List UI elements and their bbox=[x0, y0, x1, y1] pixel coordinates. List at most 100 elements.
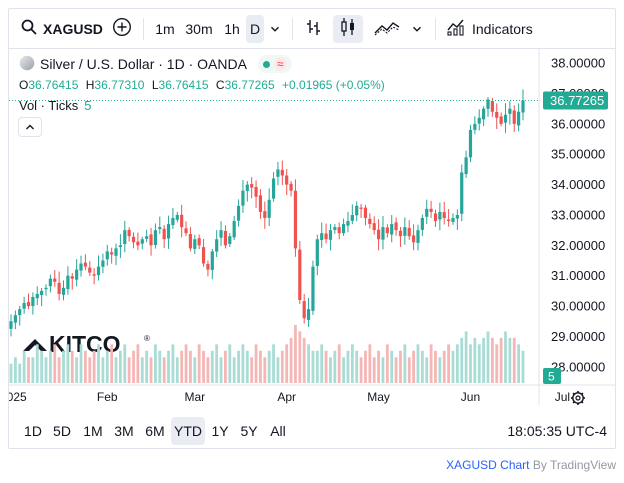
range-1y[interactable]: 1Y bbox=[211, 423, 229, 439]
candle-body bbox=[48, 278, 52, 287]
candle bbox=[394, 217, 398, 236]
volume-bar bbox=[355, 350, 359, 383]
volume-bar bbox=[364, 350, 367, 383]
interval-1m[interactable]: 1m bbox=[155, 20, 175, 37]
candle bbox=[482, 106, 486, 127]
y-tick-label: 31.00000 bbox=[551, 268, 605, 283]
chart-clock[interactable]: 18:05:35 UTC-4 bbox=[507, 423, 607, 439]
x-tick-label: Apr bbox=[277, 390, 296, 404]
candle-body bbox=[184, 228, 188, 234]
volume-bar bbox=[499, 337, 503, 383]
candle-body bbox=[241, 190, 245, 206]
volume-bar bbox=[219, 357, 223, 383]
candle bbox=[320, 222, 324, 248]
interval-d[interactable]: D bbox=[246, 14, 264, 43]
interval-30m[interactable]: 30m bbox=[185, 20, 213, 37]
settings-gear-icon[interactable] bbox=[571, 391, 585, 405]
interval-1h[interactable]: 1h bbox=[224, 20, 240, 37]
candle bbox=[355, 201, 359, 222]
legend-volume: Vol · Ticks 5 bbox=[19, 98, 385, 113]
volume-bar bbox=[27, 357, 30, 383]
legend-ohlc: O36.76415 H36.77310 L36.76415 C36.77265 … bbox=[19, 78, 385, 92]
range-3m[interactable]: 3M bbox=[114, 423, 134, 439]
candle-body bbox=[254, 186, 258, 197]
volume-bar bbox=[285, 344, 289, 383]
candle bbox=[503, 103, 508, 133]
volume-bar bbox=[232, 357, 236, 383]
volume-bar bbox=[31, 357, 35, 383]
x-tick-label: Jul bbox=[555, 390, 570, 404]
candle-body bbox=[486, 99, 490, 109]
candle-body bbox=[390, 224, 394, 235]
volume-bar bbox=[180, 350, 184, 383]
candle-body bbox=[123, 230, 127, 245]
range-5d[interactable]: 5D bbox=[53, 423, 71, 439]
volume-bar bbox=[280, 350, 284, 383]
candle bbox=[53, 269, 57, 287]
indicators-button[interactable]: Indicators bbox=[442, 15, 537, 43]
range-ytd[interactable]: YTD bbox=[171, 417, 205, 445]
candle-body bbox=[337, 227, 341, 234]
candles-button[interactable] bbox=[333, 14, 363, 43]
toolbar-divider bbox=[435, 17, 436, 40]
candle-body bbox=[398, 230, 403, 237]
price-chart[interactable]: KITCO®38.0000037.0000036.0000035.0000034… bbox=[9, 49, 616, 413]
volume-bar bbox=[62, 350, 65, 383]
candle bbox=[18, 305, 22, 326]
candle-body bbox=[75, 269, 79, 280]
delayed-data-icon: ≈ bbox=[273, 57, 287, 71]
branding-by: By TradingView bbox=[532, 458, 616, 472]
symbol-search[interactable]: XAGUSD bbox=[9, 19, 107, 38]
candle-body bbox=[180, 214, 184, 228]
candle bbox=[276, 161, 280, 186]
tradingview-branding[interactable]: XAGUSD Chart By TradingView bbox=[446, 458, 616, 472]
volume-bar bbox=[359, 357, 363, 383]
range-all[interactable]: All bbox=[270, 423, 286, 439]
chevron-down-icon bbox=[270, 21, 280, 37]
range-1d[interactable]: 1D bbox=[24, 423, 42, 439]
volume-bar bbox=[154, 344, 157, 383]
y-tick-label: 30.00000 bbox=[551, 299, 605, 314]
interval-dropdown[interactable] bbox=[264, 15, 286, 43]
range-1m[interactable]: 1M bbox=[83, 423, 103, 439]
candle bbox=[508, 101, 512, 125]
candle bbox=[206, 260, 210, 277]
candle bbox=[385, 224, 389, 238]
candle-body bbox=[368, 218, 372, 225]
compare-button[interactable] bbox=[107, 15, 137, 43]
candle-body bbox=[57, 282, 61, 294]
bar-type-button[interactable] bbox=[299, 15, 329, 43]
volume-bar bbox=[381, 357, 385, 383]
candle bbox=[254, 180, 258, 208]
candle-body bbox=[411, 235, 416, 243]
chart-type-dropdown[interactable] bbox=[405, 15, 429, 43]
candle-body bbox=[482, 108, 486, 120]
candle-body bbox=[166, 224, 171, 239]
range-5y[interactable]: 5Y bbox=[240, 423, 258, 439]
market-status[interactable]: ≈ bbox=[257, 55, 292, 73]
range-6m[interactable]: 6M bbox=[145, 423, 165, 439]
volume-bar bbox=[311, 350, 315, 383]
candle-body bbox=[477, 117, 481, 124]
volume-bar bbox=[429, 344, 433, 383]
candle bbox=[31, 292, 35, 315]
candle bbox=[70, 273, 74, 290]
volume-bar bbox=[97, 344, 100, 383]
branding-symbol[interactable]: XAGUSD Chart bbox=[446, 458, 530, 472]
y-tick-label: 28.00000 bbox=[551, 359, 605, 374]
candle-body bbox=[451, 218, 455, 222]
candle-body bbox=[425, 208, 429, 217]
collapse-legend-button[interactable] bbox=[18, 117, 42, 137]
volume-bar bbox=[9, 363, 13, 383]
volume-bar bbox=[149, 357, 153, 383]
candle bbox=[201, 239, 206, 267]
candle-body bbox=[250, 184, 254, 188]
candle-body bbox=[105, 251, 109, 260]
volume-bar bbox=[298, 331, 302, 383]
volume-bar bbox=[442, 350, 446, 383]
candle bbox=[468, 124, 473, 162]
chart-type-button[interactable] bbox=[369, 15, 405, 43]
chart-widget: XAGUSD 1m 30m 1h D bbox=[8, 8, 616, 449]
candle-body bbox=[127, 229, 131, 237]
volume-bar bbox=[40, 350, 44, 383]
